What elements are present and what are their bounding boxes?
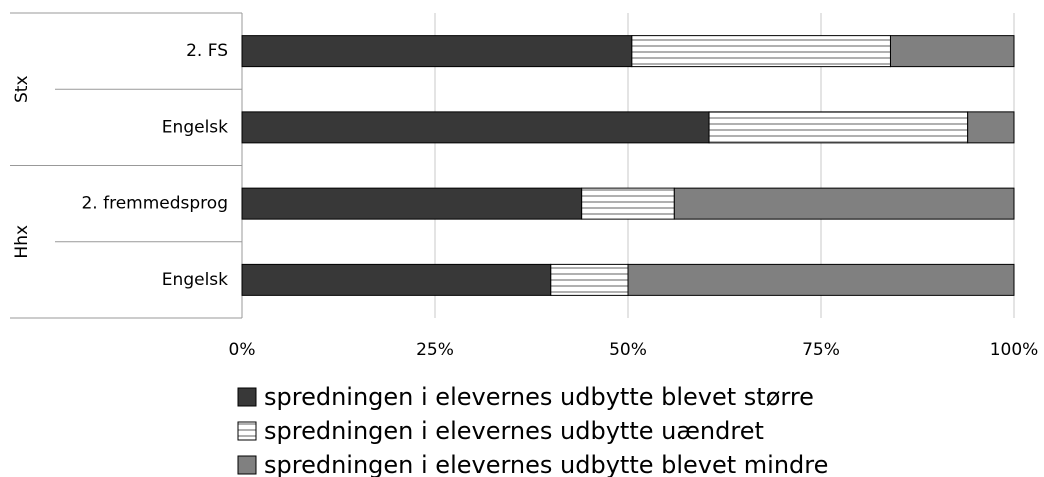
x-tick-label: 25% (416, 340, 454, 360)
bar-segment (581, 187, 675, 220)
legend-label: spredningen i elevernes udbytte blevet s… (264, 383, 814, 411)
bar-segment (550, 263, 629, 296)
bar-segment (673, 187, 1015, 220)
x-tick-label: 100% (990, 340, 1039, 360)
y-tick-label: 2. fremmedsprog (81, 194, 228, 214)
y-tick-label: 2. FS (186, 41, 228, 61)
legend-label: spredningen i elevernes udbytte blevet m… (264, 451, 828, 477)
legend-swatch (237, 421, 257, 441)
y-tick-label: Engelsk (162, 270, 228, 290)
bar-segment (627, 263, 1015, 296)
group-label: Stx (12, 75, 32, 103)
bar-segment (889, 35, 1015, 68)
legend-swatch (237, 455, 257, 475)
bar-segment (241, 187, 583, 220)
bar-segment (967, 111, 1015, 144)
bar-segment (241, 35, 633, 68)
x-tick-label: 50% (609, 340, 647, 360)
legend-swatch (237, 387, 257, 407)
legend-label: spredningen i elevernes udbytte uændret (264, 417, 764, 445)
bar-segment (631, 35, 891, 68)
bar-segment (241, 263, 552, 296)
x-tick-label: 0% (229, 340, 256, 360)
group-label: Hhx (12, 225, 32, 259)
x-tick-label: 75% (802, 340, 840, 360)
bar-segment (241, 111, 710, 144)
y-tick-label: Engelsk (162, 117, 228, 137)
bar-segment (708, 111, 969, 144)
